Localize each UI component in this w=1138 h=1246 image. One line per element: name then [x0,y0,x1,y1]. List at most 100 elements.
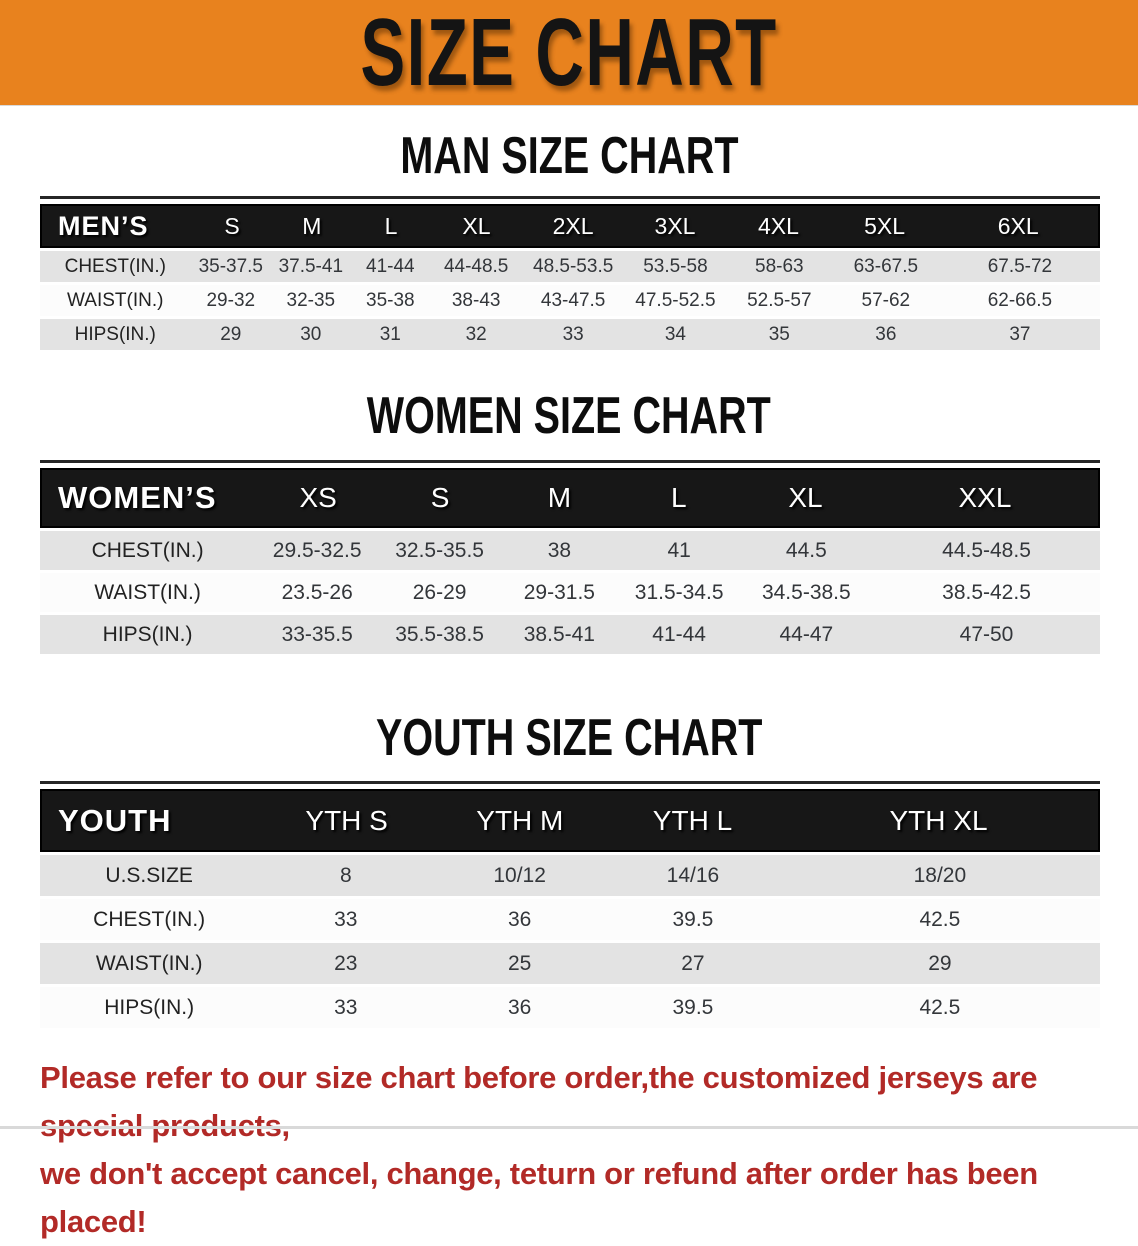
size-value: 52.5-57 [747,289,812,311]
size-value: 58-63 [755,255,804,277]
size-value: 25 [507,951,532,975]
column-header: YTH L [652,804,733,836]
row-label: HIPS(IN.) [102,622,193,646]
size-value: 53.5-58 [643,255,708,277]
column-header: 2XL [552,212,594,239]
youth-table-body: U.S.SIZE 8 10/12 14/16 18/20 CHEST(IN.) 33 36 39… [40,855,1100,1028]
men-table-header-row: MEN’S S M L XL 2XL 3XL 4XL 5XL 6XL [40,204,1100,248]
size-value: 38.5-42.5 [942,580,1031,604]
table-corner-label: WOMEN’S [58,480,217,515]
size-value: 39.5 [672,907,714,931]
men-table-body: CHEST(IN.) 35-37.5 37.5-41 41-44 44-48.5 48.5… [40,251,1100,350]
table-top-rule [40,781,1100,784]
column-header: L [384,212,398,239]
column-header: M [547,482,572,513]
bottom-divider [0,1126,1138,1129]
disclaimer-text: Please refer to our size chart before or… [40,1054,1115,1246]
size-value: 30 [300,323,322,345]
youth-section-heading: YOUTH SIZE CHART [375,709,763,767]
column-header: YTH S [305,804,388,836]
size-value: 57-62 [861,289,911,311]
table-top-rule [40,460,1100,463]
column-header: XL [788,482,823,513]
size-value: 44-47 [779,622,834,646]
size-value: 38 [547,538,572,562]
table-top-rule [40,196,1100,199]
size-value: 26-29 [412,580,467,604]
men-size-table: MEN’S S M L XL 2XL 3XL 4XL 5XL 6XL CHEST(IN.) 35-3… [40,196,1100,350]
column-header: XL [462,212,491,239]
women-section-heading: WOMEN SIZE CHART [367,387,771,445]
column-header: S [224,212,240,239]
table-row: CHEST(IN.) 35-37.5 37.5-41 41-44 44-48.5 48.5… [40,251,1100,282]
size-value: 14/16 [666,863,720,887]
table-row: HIPS(IN.) 33 36 39.5 42.5 [40,987,1100,1028]
table-row: CHEST(IN.) 33 36 39.5 42.5 [40,899,1100,940]
women-size-section: WOMEN SIZE CHART WOMEN’S XS S M L XL XXL CHEST… [0,390,1138,654]
size-value: 34 [664,323,686,345]
column-header: S [430,482,450,513]
size-value: 38-43 [451,289,501,311]
size-value: 34.5-38.5 [761,580,851,604]
size-value: 10/12 [493,863,546,887]
table-row: WAIST(IN.) 23.5-26 26-29 29-31.5 31.5-34.5 34… [40,573,1100,612]
size-value: 67.5-72 [987,255,1053,277]
women-table-header-row: WOMEN’S XS S M L XL XXL [40,468,1100,528]
size-value: 29-31.5 [523,580,595,604]
size-value: 32.5-35.5 [395,538,484,562]
size-value: 41-44 [652,622,706,646]
size-value: 23 [334,951,358,975]
row-label: U.S.SIZE [105,863,193,887]
size-value: 33 [334,995,358,1019]
column-header: 6XL [997,212,1039,239]
size-value: 35.5-38.5 [395,622,484,646]
size-value: 35 [768,323,790,345]
size-value: 29 [220,323,242,345]
table-row: U.S.SIZE 8 10/12 14/16 18/20 [40,855,1100,896]
column-header: 5XL [864,212,906,239]
column-header: L [670,482,687,513]
row-label: CHEST(IN.) [91,538,204,562]
disclaimer-line-2: we don't accept cancel, change, teturn o… [40,1156,1038,1239]
table-corner-label: MEN’S [58,210,149,241]
row-label: CHEST(IN.) [64,255,166,277]
women-table-body: CHEST(IN.) 29.5-32.5 32.5-35.5 38 41 44.5 44.5… [40,531,1100,654]
column-header: M [302,212,322,239]
table-corner-label: YOUTH [58,802,172,838]
size-value: 29-32 [206,289,256,311]
size-value: 47-50 [959,622,1014,646]
size-value: 48.5-53.5 [533,255,614,277]
men-section-heading: MAN SIZE CHART [399,127,739,185]
youth-table-header-row: YOUTH YTH S YTH M YTH L YTH XL [40,789,1100,852]
size-value: 27 [681,951,705,975]
size-value: 36 [507,907,532,931]
size-value: 43-47.5 [540,289,606,311]
column-header: XXL [958,482,1012,513]
size-value: 36 [875,323,897,345]
size-value: 62-66.5 [987,289,1053,311]
youth-size-section: YOUTH SIZE CHART YOUTH YTH S YTH M YTH L YTH… [0,712,1138,1028]
disclaimer-line-1: Please refer to our size chart before or… [40,1060,1038,1143]
row-label: HIPS(IN.) [74,323,156,345]
row-label: WAIST(IN.) [95,951,203,975]
size-value: 37 [1009,323,1031,345]
size-value: 8 [339,863,352,887]
size-value: 44.5-48.5 [942,538,1031,562]
column-header: YTH M [476,804,564,836]
size-value: 32-35 [286,289,336,311]
row-label: HIPS(IN.) [104,995,195,1019]
banner-title: SIZE CHART [360,0,778,106]
size-value: 35-38 [366,289,415,311]
table-row: HIPS(IN.) 33-35.5 35.5-38.5 38.5-41 41-44 44-… [40,615,1100,654]
size-value: 23.5-26 [281,580,353,604]
size-value: 37.5-41 [278,255,344,277]
size-value: 41 [667,538,691,562]
column-header: XS [299,482,337,513]
table-row: HIPS(IN.) 29 30 31 32 33 34 35 36 37 [40,319,1100,350]
size-value: 31 [379,323,401,345]
column-header: YTH XL [889,804,988,836]
row-label: WAIST(IN.) [94,580,201,604]
size-value: 33-35.5 [281,622,353,646]
size-value: 63-67.5 [853,255,919,277]
size-value: 47.5-52.5 [635,289,716,311]
